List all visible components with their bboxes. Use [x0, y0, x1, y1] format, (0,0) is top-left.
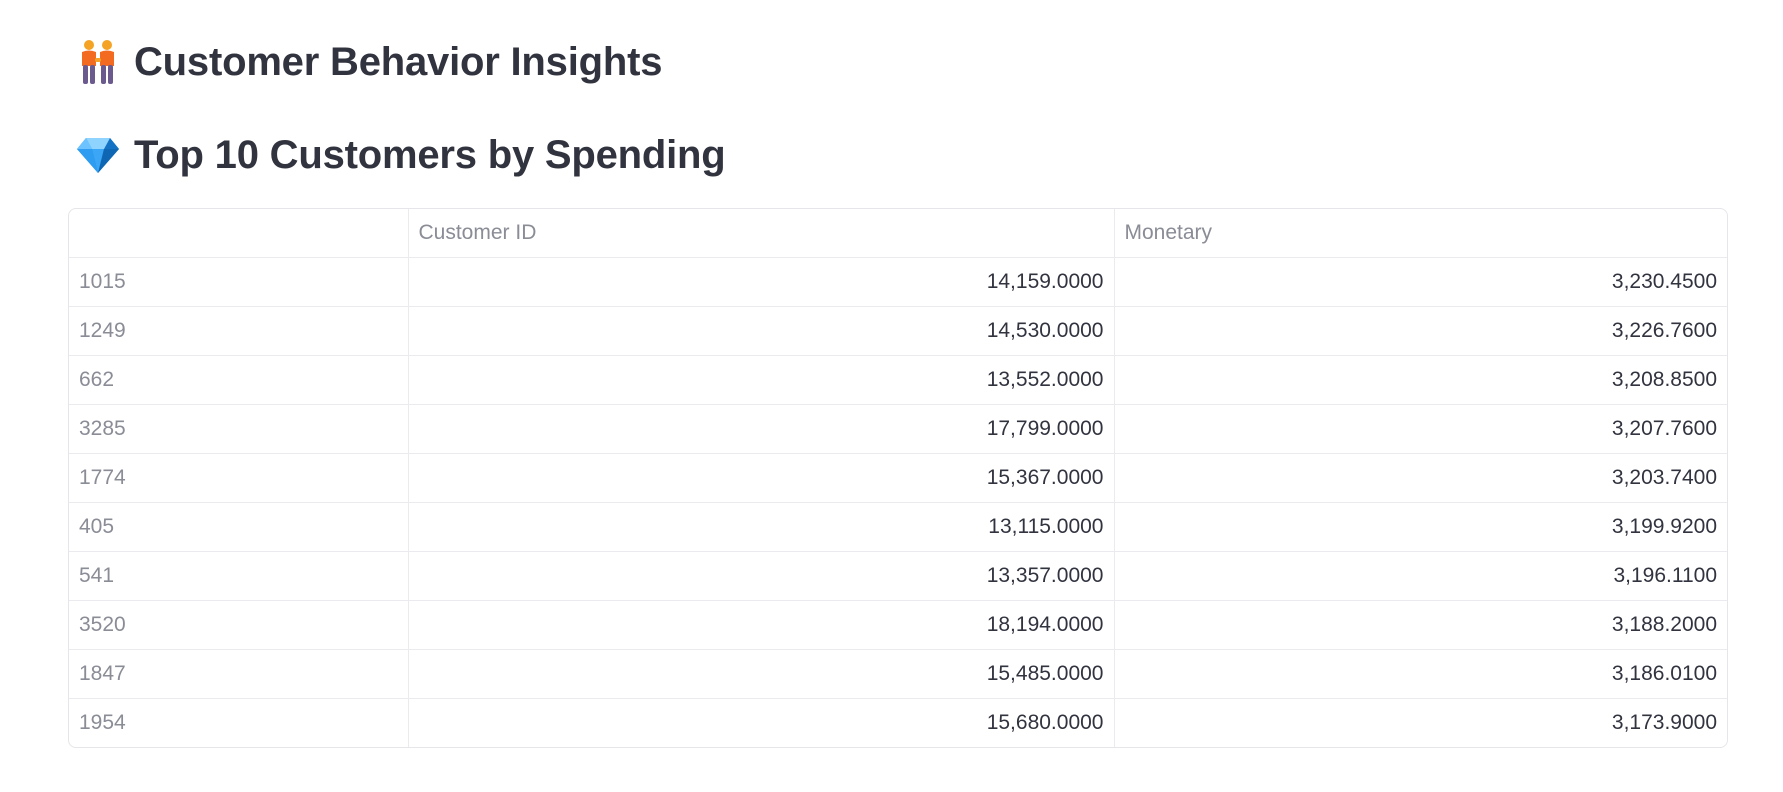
row-index-cell[interactable]: 1249: [69, 307, 408, 356]
customers-dataframe[interactable]: Customer ID Monetary 1015 14,159.0000 3,…: [68, 208, 1728, 748]
monetary-cell[interactable]: 3,199.9200: [1114, 503, 1727, 552]
customer-id-cell[interactable]: 15,485.0000: [408, 650, 1114, 699]
row-index-cell[interactable]: 1015: [69, 258, 408, 307]
customer-id-cell[interactable]: 14,159.0000: [408, 258, 1114, 307]
monetary-cell[interactable]: 3,230.4500: [1114, 258, 1727, 307]
table-row: 3285 17,799.0000 3,207.7600: [69, 405, 1727, 454]
table-row: 405 13,115.0000 3,199.9200: [69, 503, 1727, 552]
customer-id-cell[interactable]: 14,530.0000: [408, 307, 1114, 356]
insights-heading-text: Customer Behavior Insights: [134, 40, 662, 85]
monetary-column-header[interactable]: Monetary: [1114, 209, 1727, 258]
table-row: 662 13,552.0000 3,208.8500: [69, 356, 1727, 405]
row-index-cell[interactable]: 3520: [69, 601, 408, 650]
row-index-cell[interactable]: 405: [69, 503, 408, 552]
monetary-cell[interactable]: 3,173.9000: [1114, 699, 1727, 748]
index-column-header[interactable]: [69, 209, 408, 258]
table-row: 1774 15,367.0000 3,203.7400: [69, 454, 1727, 503]
table-row: 3520 18,194.0000 3,188.2000: [69, 601, 1727, 650]
customer-id-cell[interactable]: 13,357.0000: [408, 552, 1114, 601]
monetary-cell[interactable]: 3,196.1100: [1114, 552, 1727, 601]
row-index-cell[interactable]: 1774: [69, 454, 408, 503]
row-index-cell[interactable]: 1847: [69, 650, 408, 699]
customers-table: Customer ID Monetary 1015 14,159.0000 3,…: [69, 209, 1727, 747]
monetary-cell[interactable]: 3,226.7600: [1114, 307, 1727, 356]
row-index-cell[interactable]: 3285: [69, 405, 408, 454]
table-row: 1847 15,485.0000 3,186.0100: [69, 650, 1727, 699]
monetary-cell[interactable]: 3,203.7400: [1114, 454, 1727, 503]
gem-icon: [74, 131, 122, 179]
people-holding-hands-icon: [74, 38, 122, 86]
table-row: 1015 14,159.0000 3,230.4500: [69, 258, 1727, 307]
customer-id-cell[interactable]: 18,194.0000: [408, 601, 1114, 650]
customer-id-cell[interactable]: 15,367.0000: [408, 454, 1114, 503]
insights-heading: Customer Behavior Insights: [74, 38, 662, 86]
monetary-cell[interactable]: 3,207.7600: [1114, 405, 1727, 454]
customer-id-cell[interactable]: 17,799.0000: [408, 405, 1114, 454]
monetary-cell[interactable]: 3,186.0100: [1114, 650, 1727, 699]
monetary-cell[interactable]: 3,208.8500: [1114, 356, 1727, 405]
row-index-cell[interactable]: 662: [69, 356, 408, 405]
table-row: 541 13,357.0000 3,196.1100: [69, 552, 1727, 601]
monetary-cell[interactable]: 3,188.2000: [1114, 601, 1727, 650]
customer-id-cell[interactable]: 15,680.0000: [408, 699, 1114, 748]
customer-id-cell[interactable]: 13,552.0000: [408, 356, 1114, 405]
row-index-cell[interactable]: 541: [69, 552, 408, 601]
table-row: 1954 15,680.0000 3,173.9000: [69, 699, 1727, 748]
customer-id-column-header[interactable]: Customer ID: [408, 209, 1114, 258]
top-customers-heading-text: Top 10 Customers by Spending: [134, 133, 726, 178]
table-header-row: Customer ID Monetary: [69, 209, 1727, 258]
table-row: 1249 14,530.0000 3,226.7600: [69, 307, 1727, 356]
top-customers-heading: Top 10 Customers by Spending: [74, 131, 726, 179]
row-index-cell[interactable]: 1954: [69, 699, 408, 748]
customer-id-cell[interactable]: 13,115.0000: [408, 503, 1114, 552]
